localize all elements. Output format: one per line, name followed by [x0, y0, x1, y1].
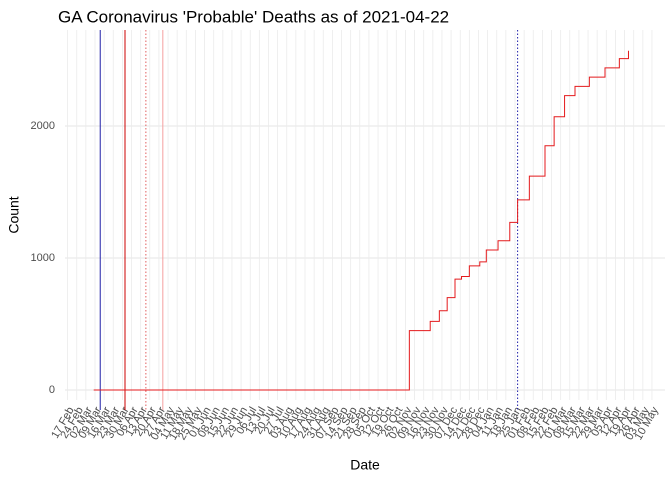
- chart-title: GA Coronavirus 'Probable' Deaths as of 2…: [58, 7, 449, 26]
- y-tick-label: 0: [49, 384, 55, 396]
- y-tick-label: 1000: [31, 252, 55, 264]
- y-axis-title: Count: [6, 196, 22, 233]
- data-line: [93, 50, 629, 391]
- x-axis-title: Date: [350, 457, 380, 473]
- y-tick-label: 2000: [31, 120, 55, 132]
